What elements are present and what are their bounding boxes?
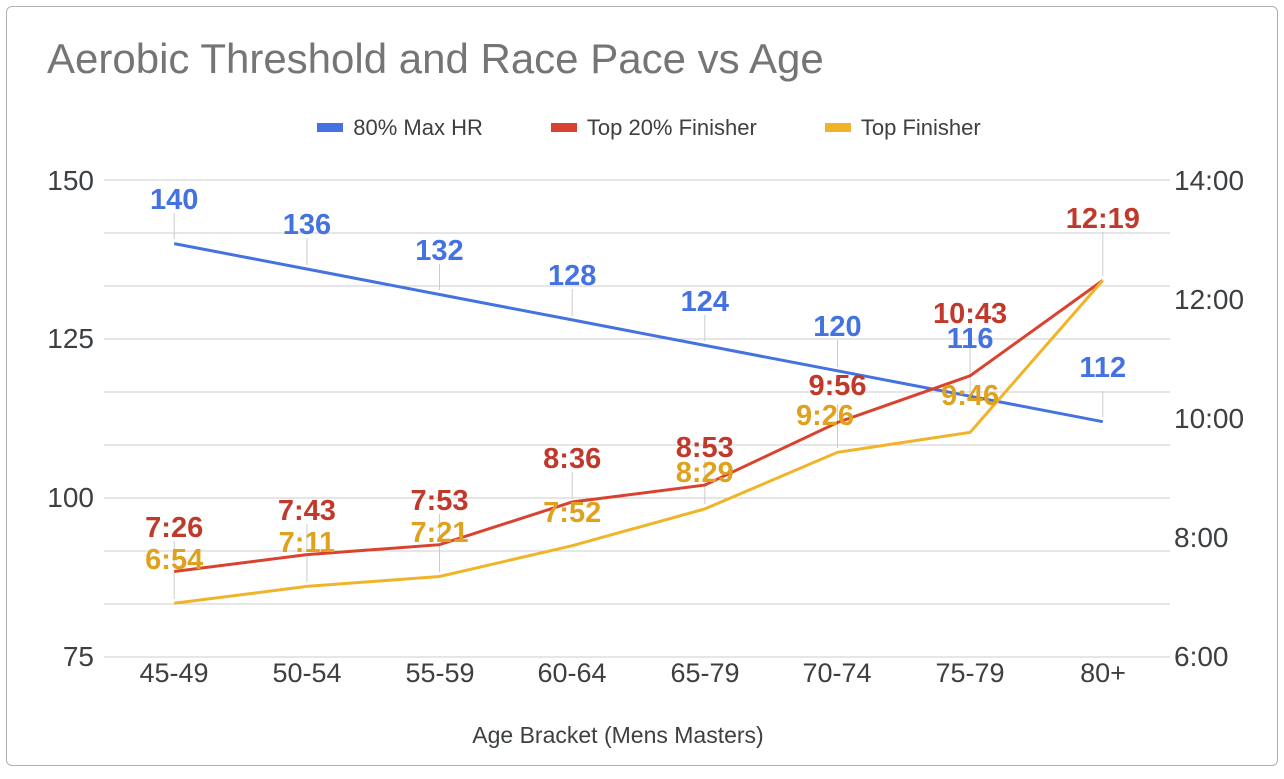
svg-text:9:46: 9:46: [941, 380, 999, 412]
svg-text:70-74: 70-74: [802, 658, 871, 688]
svg-text:7:53: 7:53: [410, 485, 468, 517]
svg-text:60-64: 60-64: [537, 658, 606, 688]
svg-text:132: 132: [415, 235, 463, 267]
svg-text:120: 120: [813, 311, 861, 343]
svg-text:65-79: 65-79: [670, 658, 739, 688]
svg-text:6:54: 6:54: [145, 544, 203, 576]
svg-text:7:26: 7:26: [145, 512, 203, 544]
svg-text:45-49: 45-49: [139, 658, 208, 688]
svg-text:7:21: 7:21: [410, 517, 468, 549]
svg-text:12:19: 12:19: [1066, 203, 1140, 235]
svg-text:9:26: 9:26: [796, 400, 854, 432]
svg-text:128: 128: [548, 260, 596, 292]
svg-text:55-59: 55-59: [405, 658, 474, 688]
svg-text:140: 140: [150, 184, 198, 216]
svg-text:7:43: 7:43: [278, 495, 336, 527]
svg-text:10:00: 10:00: [1174, 403, 1244, 434]
svg-text:112: 112: [1079, 352, 1126, 384]
svg-text:124: 124: [681, 286, 729, 318]
svg-text:50-54: 50-54: [272, 658, 341, 688]
svg-text:10:43: 10:43: [933, 298, 1007, 330]
svg-text:150: 150: [47, 165, 94, 196]
svg-text:8:29: 8:29: [676, 457, 734, 489]
svg-text:125: 125: [47, 323, 94, 354]
svg-text:12:00: 12:00: [1174, 284, 1244, 315]
svg-text:7:11: 7:11: [279, 527, 335, 559]
svg-text:100: 100: [47, 482, 94, 513]
svg-text:7:52: 7:52: [543, 497, 601, 529]
svg-text:8:00: 8:00: [1174, 522, 1229, 553]
svg-text:9:56: 9:56: [808, 370, 866, 402]
svg-text:14:00: 14:00: [1174, 165, 1244, 196]
svg-text:75-79: 75-79: [935, 658, 1004, 688]
svg-text:75: 75: [63, 641, 94, 672]
svg-text:6:00: 6:00: [1174, 641, 1229, 672]
svg-text:136: 136: [283, 209, 331, 241]
svg-text:80+: 80+: [1080, 658, 1126, 688]
svg-text:8:36: 8:36: [543, 443, 601, 475]
